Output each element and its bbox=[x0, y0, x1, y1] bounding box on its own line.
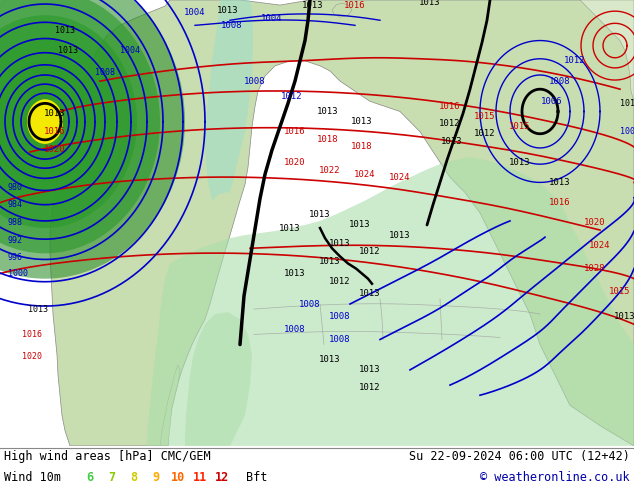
Ellipse shape bbox=[27, 99, 63, 144]
Text: 1004: 1004 bbox=[120, 46, 140, 55]
Text: 1008: 1008 bbox=[329, 335, 351, 344]
Text: 1013: 1013 bbox=[58, 46, 78, 55]
Text: 1008: 1008 bbox=[284, 325, 306, 334]
Text: 1008: 1008 bbox=[244, 76, 266, 86]
Text: Su 22-09-2024 06:00 UTC (12+42): Su 22-09-2024 06:00 UTC (12+42) bbox=[409, 450, 630, 464]
Text: 8: 8 bbox=[131, 471, 138, 485]
Text: 1013: 1013 bbox=[320, 355, 340, 364]
Text: Wind 10m: Wind 10m bbox=[4, 471, 61, 485]
Text: © weatheronline.co.uk: © weatheronline.co.uk bbox=[481, 471, 630, 485]
Text: 1020: 1020 bbox=[44, 146, 66, 154]
Text: 1013: 1013 bbox=[359, 290, 381, 298]
Text: 1020: 1020 bbox=[284, 158, 306, 167]
Text: 1008: 1008 bbox=[299, 299, 321, 309]
Text: 1018: 1018 bbox=[317, 135, 339, 145]
Text: 1013: 1013 bbox=[614, 312, 634, 320]
Text: 1013: 1013 bbox=[329, 239, 351, 248]
Text: 1024: 1024 bbox=[354, 170, 376, 179]
Text: 1006: 1006 bbox=[541, 97, 563, 106]
Text: 12: 12 bbox=[215, 471, 229, 485]
Text: 9: 9 bbox=[152, 471, 160, 485]
Text: 1013: 1013 bbox=[317, 107, 339, 116]
Polygon shape bbox=[160, 365, 180, 446]
Polygon shape bbox=[185, 312, 252, 446]
Text: 1016: 1016 bbox=[44, 127, 66, 136]
Polygon shape bbox=[147, 157, 634, 446]
Text: 1008: 1008 bbox=[329, 312, 351, 320]
Text: 1008: 1008 bbox=[549, 76, 571, 86]
Text: 1018: 1018 bbox=[351, 143, 373, 151]
Text: 1013: 1013 bbox=[351, 117, 373, 126]
Ellipse shape bbox=[13, 83, 77, 160]
Text: 992: 992 bbox=[8, 236, 23, 245]
Text: 1012: 1012 bbox=[439, 119, 461, 128]
Ellipse shape bbox=[0, 0, 160, 253]
Text: 1028: 1028 bbox=[585, 264, 605, 273]
Text: 1012: 1012 bbox=[564, 56, 586, 65]
Text: 1013: 1013 bbox=[509, 158, 531, 167]
Text: 1012: 1012 bbox=[474, 129, 496, 138]
Ellipse shape bbox=[0, 61, 95, 182]
Text: 1013: 1013 bbox=[44, 109, 66, 118]
Ellipse shape bbox=[0, 15, 137, 228]
Text: 988: 988 bbox=[8, 219, 23, 227]
Text: 1013: 1013 bbox=[309, 210, 331, 220]
Text: 1013: 1013 bbox=[320, 257, 340, 266]
Text: 1004: 1004 bbox=[261, 14, 283, 23]
Text: 1013: 1013 bbox=[302, 0, 324, 10]
Polygon shape bbox=[580, 0, 634, 101]
Text: 1013: 1013 bbox=[28, 305, 48, 314]
Text: 1015: 1015 bbox=[509, 122, 531, 131]
Text: 1012: 1012 bbox=[329, 277, 351, 286]
Text: 1013: 1013 bbox=[419, 0, 441, 6]
Text: 1013: 1013 bbox=[349, 220, 371, 229]
Text: 1016: 1016 bbox=[284, 127, 306, 136]
Text: 1013: 1013 bbox=[549, 178, 571, 187]
Text: 6: 6 bbox=[86, 471, 94, 485]
Text: 980: 980 bbox=[8, 183, 23, 192]
Text: Bft: Bft bbox=[246, 471, 268, 485]
Text: 1013: 1013 bbox=[284, 269, 306, 278]
Text: 1015: 1015 bbox=[609, 287, 631, 296]
Text: 11: 11 bbox=[193, 471, 207, 485]
Polygon shape bbox=[332, 3, 352, 17]
Text: 1016: 1016 bbox=[549, 198, 571, 207]
Text: 10: 10 bbox=[171, 471, 185, 485]
Text: 1013: 1013 bbox=[620, 99, 634, 108]
Ellipse shape bbox=[0, 0, 185, 279]
Text: 1013: 1013 bbox=[279, 223, 301, 233]
Text: 1012: 1012 bbox=[359, 247, 381, 256]
Text: 1024: 1024 bbox=[389, 173, 411, 182]
Text: 1012: 1012 bbox=[281, 92, 303, 101]
Text: 1004: 1004 bbox=[184, 8, 206, 17]
Text: 1008: 1008 bbox=[620, 127, 634, 136]
Text: 1013: 1013 bbox=[359, 366, 381, 374]
Ellipse shape bbox=[0, 39, 115, 205]
Polygon shape bbox=[205, 0, 253, 201]
Text: 1000: 1000 bbox=[8, 269, 28, 278]
Text: 1015: 1015 bbox=[474, 112, 496, 121]
Text: 1016: 1016 bbox=[439, 102, 461, 111]
Text: 1020: 1020 bbox=[22, 352, 42, 361]
Text: 1020: 1020 bbox=[585, 219, 605, 227]
Text: 1008: 1008 bbox=[95, 69, 115, 77]
Text: 1013: 1013 bbox=[441, 137, 463, 147]
Text: 1013: 1013 bbox=[217, 5, 239, 15]
Text: 1022: 1022 bbox=[320, 166, 340, 175]
Text: 7: 7 bbox=[108, 471, 115, 485]
Text: 1013: 1013 bbox=[55, 26, 75, 35]
Polygon shape bbox=[50, 0, 634, 446]
Text: High wind areas [hPa] CMC/GEM: High wind areas [hPa] CMC/GEM bbox=[4, 450, 210, 464]
Text: 1024: 1024 bbox=[589, 241, 611, 250]
Text: 1013: 1013 bbox=[389, 231, 411, 240]
Text: 1016: 1016 bbox=[344, 0, 366, 10]
Text: 996: 996 bbox=[8, 253, 23, 262]
Text: 984: 984 bbox=[8, 200, 23, 209]
Text: 1008: 1008 bbox=[221, 21, 243, 30]
Text: 1016: 1016 bbox=[22, 330, 42, 339]
Text: 1012: 1012 bbox=[359, 383, 381, 392]
